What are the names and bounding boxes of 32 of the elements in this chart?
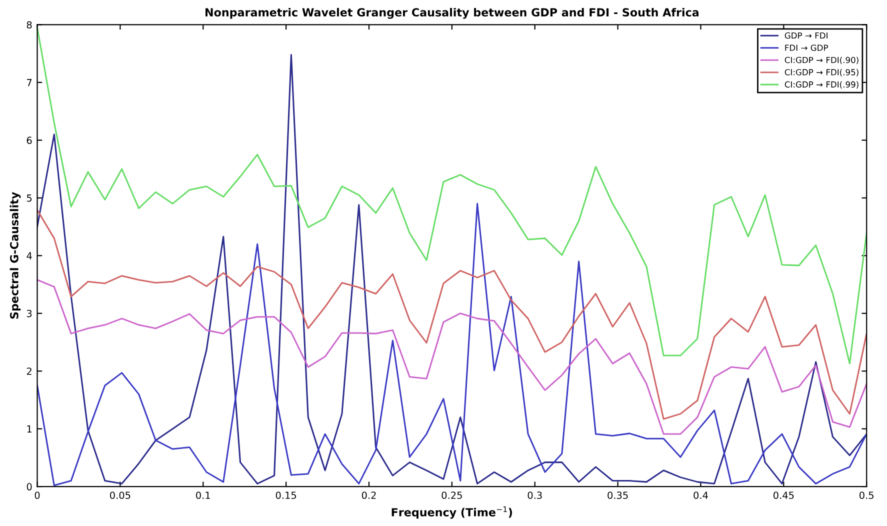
line-series: [37, 26, 867, 364]
y-tick-label: 2: [26, 368, 32, 375]
x-axis-title: Frequency (Time$^{−1}$): [392, 506, 512, 519]
legend-label: CI:GDP → FDI(.95): [784, 68, 858, 76]
legend-label: CI:GDP → FDI(.99): [784, 81, 858, 89]
x-tick-label: 0.5: [860, 492, 874, 499]
x-tick-label: 0.15: [276, 492, 296, 499]
x-tick-label: 0.05: [110, 492, 130, 499]
x-tick-label: 0.35: [608, 492, 628, 499]
line-series: [37, 54, 867, 484]
legend-label: GDP → FDI: [784, 32, 828, 39]
y-tick-label: 4: [26, 252, 32, 260]
legend-label: CI:GDP → FDI(.90): [784, 56, 858, 64]
y-axis-title: Spectral G-Causality: [10, 192, 21, 319]
line-series: [37, 209, 867, 420]
x-tick-label: 0.4: [694, 492, 708, 499]
x-tick-label: 0.1: [196, 492, 210, 499]
y-tick-label: 6: [26, 136, 32, 144]
y-tick-label: 3: [26, 310, 32, 318]
x-tick-label: 0.3: [528, 492, 542, 499]
x-tick-label: 0: [34, 492, 40, 499]
y-tick-label: 0: [26, 483, 32, 490]
x-tick-label: 0.45: [773, 492, 794, 499]
line-series: [37, 279, 867, 435]
x-tick-label: 0.25: [442, 492, 462, 499]
y-tick-label: 5: [26, 194, 32, 202]
y-tick-label: 8: [26, 21, 32, 29]
x-tick-label: 0.2: [362, 492, 376, 499]
legend-label: FDI → GDP: [785, 44, 828, 51]
y-tick-label: 7: [27, 79, 32, 86]
y-tick-label: 1: [27, 425, 32, 433]
chart-title: Nonparametric Wavelet Granger Causality between GDP and FDI - South Africa: [206, 8, 698, 19]
